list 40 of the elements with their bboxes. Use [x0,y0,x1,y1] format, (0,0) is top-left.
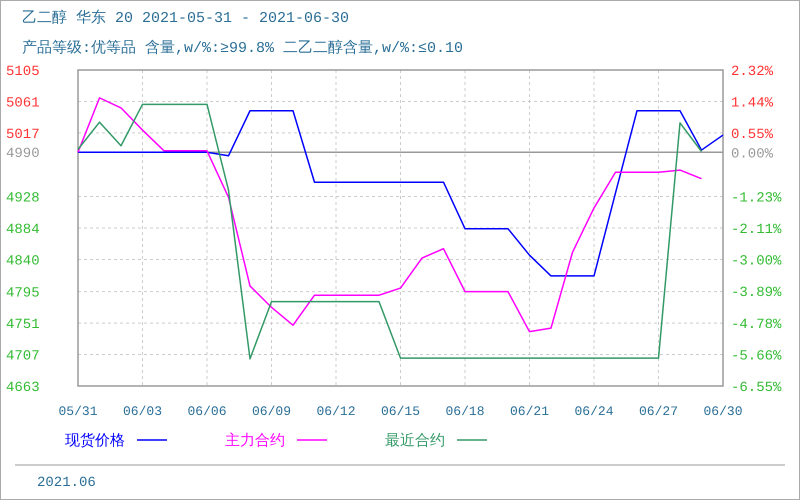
chart-title: 乙二醇 华东 20 2021-05-31 - 2021-06-30 [22,9,350,27]
y2-tick-label: -6.55% [731,380,782,396]
y2-tick-label: -5.66% [731,348,782,364]
y-tick-label: 4663 [6,380,40,396]
chart-subtitle: 产品等级:优等品 含量,w/%:≥99.8% 二乙二醇含量,w/%:≤0.10 [22,39,464,57]
legend-label: 最近合约 [385,432,445,450]
x-tick-label: 06/27 [638,404,678,419]
x-tick-label: 06/12 [316,404,356,419]
y2-tick-label: -2.11% [731,222,782,238]
y-tick-label: 5061 [6,95,40,112]
line-series [77,110,724,277]
x-tick-label: 06/30 [703,404,743,419]
x-tick-label: 06/15 [380,404,420,419]
x-tick-label: 06/03 [122,404,162,419]
y-tick-label: 4840 [6,253,40,270]
x-tick-label: 06/06 [187,404,227,419]
y-tick-label: 4928 [6,190,40,207]
y2-tick-label: 0.55% [731,127,774,144]
x-tick-label: 06/09 [252,404,292,419]
y-tick-label: 5017 [6,126,40,143]
y2-tick-label: -1.23% [731,190,782,206]
y-tick-label: 5105 [6,64,40,80]
y-tick-label: 4884 [6,222,40,238]
x-tick-label: 06/24 [574,404,614,419]
y-tick-label: 4707 [6,348,40,365]
y2-tick-label: -4.78% [731,316,782,333]
y2-tick-label: -3.89% [731,285,782,302]
y2-tick-label: 1.44% [731,95,774,112]
text: 2021.06 [37,475,96,491]
y2-tick-label: 2.32% [731,64,774,80]
y2-tick-label: -3.00% [731,254,782,270]
x-tick-label: 06/18 [445,404,485,419]
y-tick-label: 4751 [6,317,40,334]
y-tick-label: 4990 [6,146,40,162]
legend-label: 主力合约 [225,432,285,450]
y2-tick-label: 0.00% [731,146,774,163]
y-tick-label: 4795 [6,286,40,302]
x-tick-label: 06/21 [510,404,550,419]
legend-label: 现货价格 [65,432,125,450]
x-tick-label: 05/31 [58,404,98,419]
